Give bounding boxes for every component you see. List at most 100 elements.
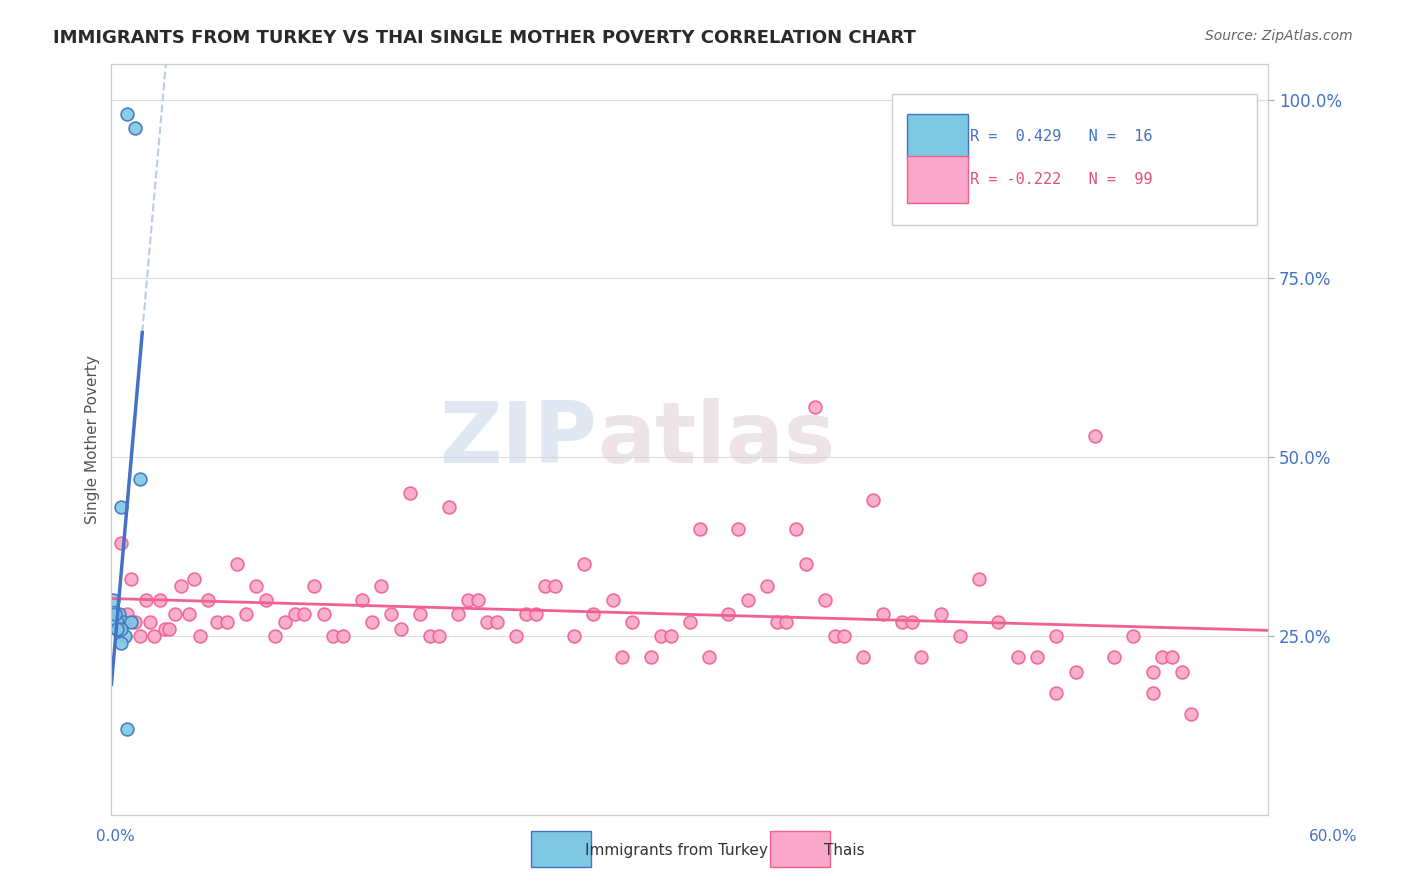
Point xyxy=(602,593,624,607)
Point xyxy=(197,593,219,607)
Point xyxy=(467,593,489,607)
Point xyxy=(302,579,325,593)
Point xyxy=(582,607,605,622)
Point xyxy=(621,615,644,629)
Point xyxy=(515,607,537,622)
Point xyxy=(225,558,247,572)
Point xyxy=(1045,629,1067,643)
Point xyxy=(1102,650,1125,665)
Point xyxy=(1142,686,1164,700)
Point xyxy=(419,629,441,643)
Point xyxy=(149,593,172,607)
Point xyxy=(104,607,127,622)
Point xyxy=(785,522,807,536)
Point xyxy=(765,615,787,629)
Point xyxy=(389,622,412,636)
Point xyxy=(170,579,193,593)
Point xyxy=(1142,665,1164,679)
Text: Immigrants from Turkey: Immigrants from Turkey xyxy=(585,843,768,857)
Point xyxy=(1045,686,1067,700)
Point xyxy=(891,615,914,629)
Point xyxy=(775,615,797,629)
Point xyxy=(124,121,146,136)
Point xyxy=(1170,665,1192,679)
Point xyxy=(129,472,152,486)
Point xyxy=(129,629,152,643)
Point xyxy=(120,572,142,586)
Point xyxy=(183,572,205,586)
Point xyxy=(900,615,922,629)
Point xyxy=(689,522,711,536)
Text: ZIP: ZIP xyxy=(440,398,598,481)
Point xyxy=(115,107,138,121)
Text: IMMIGRANTS FROM TURKEY VS THAI SINGLE MOTHER POVERTY CORRELATION CHART: IMMIGRANTS FROM TURKEY VS THAI SINGLE MO… xyxy=(53,29,917,46)
Point xyxy=(832,629,855,643)
Point xyxy=(370,579,392,593)
Point xyxy=(360,615,382,629)
Point xyxy=(987,615,1010,629)
Point xyxy=(1026,650,1049,665)
Point xyxy=(929,607,952,622)
Point xyxy=(120,615,142,629)
Point xyxy=(105,615,128,629)
Point xyxy=(1152,650,1174,665)
FancyBboxPatch shape xyxy=(893,94,1257,226)
Point xyxy=(486,615,509,629)
Point xyxy=(814,593,837,607)
Point xyxy=(254,593,277,607)
Point xyxy=(447,607,470,622)
Point xyxy=(737,593,759,607)
Point xyxy=(105,622,128,636)
Point xyxy=(322,629,344,643)
Point xyxy=(727,522,749,536)
Point xyxy=(544,579,567,593)
Point xyxy=(967,572,990,586)
Point xyxy=(142,629,165,643)
Point xyxy=(139,615,162,629)
Point xyxy=(110,536,132,550)
Point xyxy=(312,607,335,622)
Point xyxy=(110,500,132,515)
Text: R =  0.429   N =  16: R = 0.429 N = 16 xyxy=(970,129,1153,145)
Point xyxy=(427,629,450,643)
Point xyxy=(399,486,422,500)
Point xyxy=(135,593,157,607)
Text: Source: ZipAtlas.com: Source: ZipAtlas.com xyxy=(1205,29,1353,43)
Point xyxy=(612,650,634,665)
Point xyxy=(380,607,402,622)
Point xyxy=(872,607,894,622)
Point xyxy=(910,650,932,665)
Text: Thais: Thais xyxy=(824,843,865,857)
Point xyxy=(163,607,186,622)
Point xyxy=(292,607,315,622)
Text: 60.0%: 60.0% xyxy=(1309,830,1357,844)
Point xyxy=(124,615,146,629)
Point xyxy=(640,650,662,665)
Point xyxy=(352,593,374,607)
Point xyxy=(437,500,460,515)
Point xyxy=(409,607,432,622)
Point xyxy=(505,629,527,643)
Point xyxy=(110,622,132,636)
Point xyxy=(524,607,547,622)
Point xyxy=(108,607,131,622)
FancyBboxPatch shape xyxy=(907,156,967,202)
Point xyxy=(534,579,557,593)
Point xyxy=(207,615,229,629)
Point xyxy=(217,615,239,629)
Point xyxy=(105,622,128,636)
Point xyxy=(659,629,682,643)
Point xyxy=(115,607,138,622)
Point xyxy=(188,629,211,643)
Text: R = -0.222   N =  99: R = -0.222 N = 99 xyxy=(970,172,1153,187)
Y-axis label: Single Mother Poverty: Single Mother Poverty xyxy=(86,355,100,524)
Point xyxy=(562,629,585,643)
Point xyxy=(717,607,740,622)
Point xyxy=(177,607,200,622)
Point xyxy=(824,629,846,643)
Point xyxy=(111,615,134,629)
Point xyxy=(650,629,672,643)
Text: atlas: atlas xyxy=(598,398,835,481)
Point xyxy=(1007,650,1029,665)
Point xyxy=(284,607,307,622)
